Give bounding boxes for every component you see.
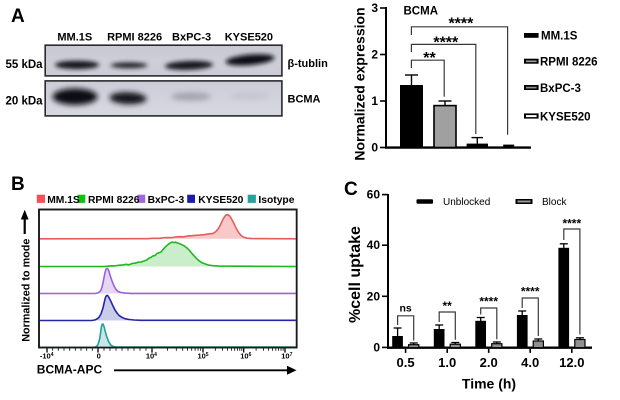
svg-text:Isotype: Isotype	[258, 195, 294, 206]
svg-text:2: 2	[371, 48, 378, 62]
svg-text:1.0: 1.0	[438, 355, 456, 370]
svg-text:%cell uptake: %cell uptake	[347, 226, 364, 323]
svg-text:MM.1S: MM.1S	[47, 195, 80, 206]
svg-text:20 kDa: 20 kDa	[6, 96, 44, 108]
svg-text:12.0: 12.0	[559, 355, 584, 370]
svg-text:0.5: 0.5	[397, 355, 415, 370]
svg-text:****: ****	[433, 35, 459, 52]
svg-text:104: 104	[146, 352, 157, 361]
svg-text:β-tublin: β-tublin	[288, 58, 329, 70]
svg-text:40: 40	[367, 238, 381, 252]
svg-text:MM.1S: MM.1S	[541, 31, 578, 43]
svg-text:KYSE520: KYSE520	[540, 112, 591, 124]
svg-text:****: ****	[521, 285, 540, 299]
svg-text:Unblocked: Unblocked	[443, 197, 490, 208]
svg-text:0: 0	[97, 352, 101, 361]
svg-text:Normalized expression: Normalized expression	[351, 7, 367, 160]
svg-text:****: ****	[562, 217, 581, 231]
svg-text:Normalized to mode: Normalized to mode	[20, 239, 32, 342]
svg-text:3: 3	[371, 1, 378, 15]
svg-text:-104: -104	[40, 352, 54, 361]
svg-text:B: B	[11, 174, 25, 195]
svg-text:RPMI 8226: RPMI 8226	[88, 195, 140, 206]
svg-text:**: **	[443, 299, 453, 313]
svg-text:Time (h): Time (h)	[462, 376, 516, 392]
svg-text:C: C	[344, 179, 358, 200]
svg-text:****: ****	[479, 295, 498, 309]
svg-text:KYSE520: KYSE520	[198, 195, 243, 206]
svg-text:Block: Block	[542, 197, 567, 208]
svg-text:BxPC-3: BxPC-3	[172, 32, 211, 44]
svg-text:2.0: 2.0	[480, 355, 498, 370]
svg-text:0: 0	[371, 141, 378, 155]
svg-text:0: 0	[373, 340, 380, 354]
svg-text:ns: ns	[399, 303, 411, 315]
svg-text:KYSE520: KYSE520	[225, 32, 273, 44]
svg-text:BCMA: BCMA	[288, 94, 321, 106]
svg-text:MM.1S: MM.1S	[57, 32, 92, 44]
svg-text:20: 20	[367, 289, 381, 303]
svg-text:****: ****	[448, 16, 474, 33]
svg-text:1: 1	[371, 94, 378, 108]
svg-text:A: A	[11, 6, 25, 27]
svg-text:RPMI 8226: RPMI 8226	[107, 32, 162, 44]
svg-text:**: **	[423, 50, 436, 67]
svg-text:105: 105	[197, 352, 208, 361]
svg-text:BCMA-APC: BCMA-APC	[37, 363, 103, 377]
svg-text:107: 107	[281, 352, 292, 361]
svg-text:106: 106	[240, 352, 251, 361]
svg-text:BxPC-3: BxPC-3	[540, 83, 581, 95]
svg-text:BCMA: BCMA	[404, 6, 439, 18]
svg-text:55 kDa: 55 kDa	[6, 59, 44, 71]
svg-text:BxPC-3: BxPC-3	[148, 195, 185, 206]
svg-text:4.0: 4.0	[521, 355, 539, 370]
svg-text:60: 60	[367, 188, 381, 202]
svg-text:RPMI 8226: RPMI 8226	[540, 57, 598, 69]
